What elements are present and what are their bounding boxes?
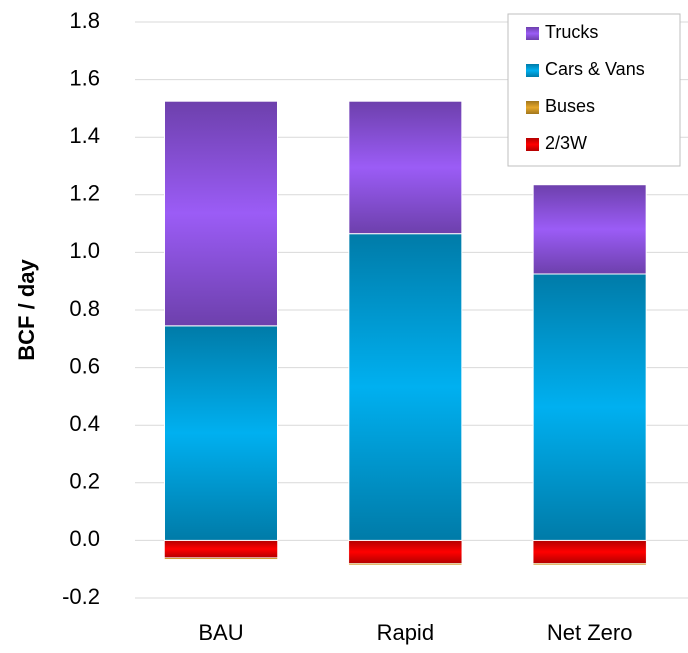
bar-segment (532, 184, 647, 275)
bar-segment (532, 563, 647, 566)
legend: Trucks Cars & Vans Buses 2/3W (507, 13, 681, 167)
x-tick-label: BAU (198, 620, 243, 645)
legend-label: 2/3W (545, 133, 587, 153)
legend-swatch (526, 138, 539, 151)
bar-segment (164, 540, 278, 558)
x-tick-label: Net Zero (547, 620, 633, 645)
y-tick-label: 1.8 (69, 8, 100, 33)
bar-segment (164, 100, 278, 327)
legend-label: Cars & Vans (545, 59, 645, 79)
legend-swatch (526, 27, 539, 40)
bar-segment (164, 557, 278, 560)
bar-segment (348, 100, 463, 235)
bar-segment (532, 273, 647, 541)
y-tick-label: 0.8 (69, 296, 100, 321)
bar-segment (532, 540, 647, 564)
labels: -0.2 0.0 0.2 0.4 0.6 0.8 1.0 1.2 1.4 1.6 1.8 BAU Rap… (62, 8, 632, 645)
bar-segment (348, 540, 463, 564)
bar-segment (348, 563, 463, 566)
legend-swatch (526, 64, 539, 77)
y-tick-label: 0.4 (69, 411, 100, 436)
y-tick-label: 0.0 (69, 526, 100, 551)
legend-swatch (526, 101, 539, 114)
y-axis-label: BCF / day (14, 259, 39, 361)
y-tick-label: 0.6 (69, 353, 100, 378)
y-tick-label: 1.2 (69, 181, 100, 206)
legend-label: Trucks (545, 22, 598, 42)
y-tick-label: -0.2 (62, 584, 100, 609)
bar-segment (348, 233, 463, 541)
bar-segment (164, 325, 278, 541)
bars (164, 100, 647, 566)
y-tick-label: 0.2 (69, 469, 100, 494)
x-tick-label: Rapid (377, 620, 434, 645)
legend-label: Buses (545, 96, 595, 116)
y-tick-label: 1.0 (69, 238, 100, 263)
y-tick-label: 1.6 (69, 65, 100, 90)
y-tick-label: 1.4 (69, 123, 100, 148)
